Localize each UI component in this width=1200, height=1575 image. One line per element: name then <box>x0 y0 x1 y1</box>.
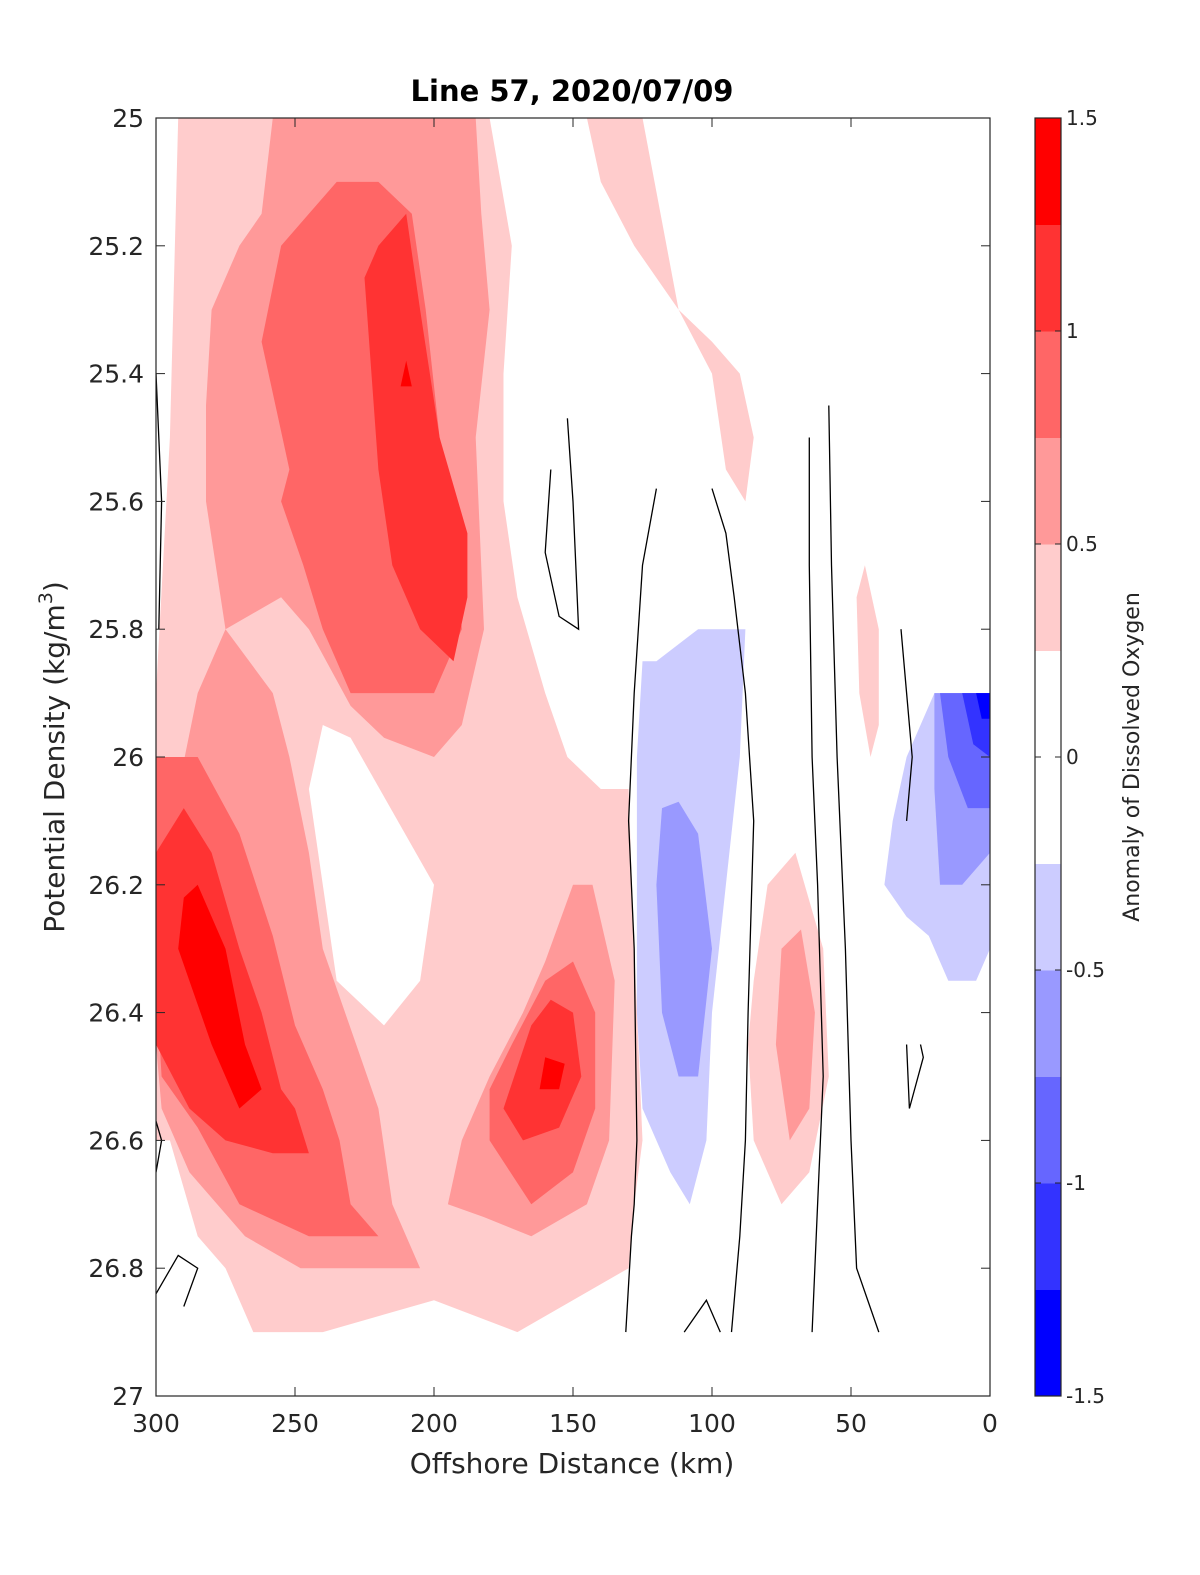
x-axis-title: Offshore Distance (km) <box>410 1447 735 1480</box>
x-tick-label: 150 <box>549 1409 597 1438</box>
zero-contour-2 <box>625 488 658 1333</box>
y-tick-label: 27 <box>112 1382 144 1411</box>
colorbar-title: Anomaly of Dissolved Oxygen <box>1120 592 1145 922</box>
anomaly-region-20 <box>656 801 712 1077</box>
zero-contour-3 <box>711 488 755 1333</box>
colorbar-tick-label: -1 <box>1066 1171 1086 1195</box>
y-tick-label: 26.2 <box>88 871 144 900</box>
colorbar-tick-label: 0 <box>1066 745 1079 769</box>
colorbar-band <box>1035 863 1061 971</box>
zero-contour-10 <box>683 1298 721 1333</box>
y-tick-label: 25 <box>112 104 144 133</box>
y-tick-label: 26 <box>112 743 144 772</box>
anomaly-region-2 <box>308 725 434 1026</box>
y-axis-ticks: 25 25.2 25.4 25.6 25.8 26 26.2 26.4 26.6 26.8 27 <box>88 104 990 1411</box>
zero-contour-7 <box>905 1044 924 1109</box>
anomaly-region-25 <box>976 693 990 719</box>
anomaly-region-16 <box>178 884 262 1109</box>
anomaly-region-17 <box>539 1057 565 1090</box>
colorbar-tick-label: -0.5 <box>1066 958 1105 982</box>
y-tick-label: 25.6 <box>88 487 144 516</box>
colorbar-band <box>1035 1183 1061 1290</box>
anomaly-region-13 <box>364 213 468 662</box>
colorbar-band <box>1035 1289 1061 1397</box>
colorbar-tick-label: -1.5 <box>1066 1384 1105 1408</box>
colorbar-band <box>1035 437 1061 545</box>
x-tick-label: 300 <box>132 1409 180 1438</box>
x-tick-label: 0 <box>982 1409 998 1438</box>
x-tick-label: 250 <box>271 1409 319 1438</box>
colorbar-band <box>1035 544 1061 651</box>
y-tick-label: 26.6 <box>88 1126 144 1155</box>
colorbar-band <box>1035 331 1061 438</box>
zero-contour-4 <box>808 437 824 1333</box>
y-tick-label: 26.8 <box>88 1254 144 1283</box>
chart-title: Line 57, 2020/07/09 <box>411 74 734 108</box>
zero-contour-5 <box>828 405 880 1333</box>
y-axis-title: Potential Density (kg/m3) <box>35 581 71 933</box>
colorbar-band <box>1035 970 1061 1077</box>
colorbar-band <box>1035 118 1061 225</box>
y-tick-label: 26.4 <box>88 999 144 1028</box>
x-tick-label: 100 <box>688 1409 736 1438</box>
x-axis-ticks: 300 250 200 150 100 50 0 <box>132 118 998 1438</box>
x-tick-label: 50 <box>835 1409 867 1438</box>
colorbar-tick-label: 1 <box>1066 319 1079 343</box>
anomaly-region-3 <box>586 118 754 502</box>
y-tick-label: 25.4 <box>88 360 144 389</box>
colorbar-band <box>1035 1076 1061 1184</box>
colorbar <box>1035 118 1061 1397</box>
anomaly-region-18 <box>400 360 412 387</box>
zero-contour-6 <box>900 629 913 821</box>
zero-contour-1 <box>544 418 580 631</box>
anomaly-region-1 <box>161 1268 212 1364</box>
anomaly-region-6 <box>775 929 815 1141</box>
colorbar-frame <box>1034 117 1062 1397</box>
y-tick-label: 25.8 <box>88 615 144 644</box>
y-tick-label: 25.2 <box>88 232 144 261</box>
zero-contour-9 <box>156 1254 199 1307</box>
anomaly-region-4 <box>856 565 879 757</box>
x-tick-label: 200 <box>410 1409 458 1438</box>
colorbar-tick-label: 0.5 <box>1066 532 1098 556</box>
colorbar-band <box>1035 224 1061 332</box>
anomaly-region-15 <box>503 999 582 1141</box>
filled-contour-regions <box>156 118 990 1364</box>
colorbar-tick-label: 1.5 <box>1066 106 1098 130</box>
